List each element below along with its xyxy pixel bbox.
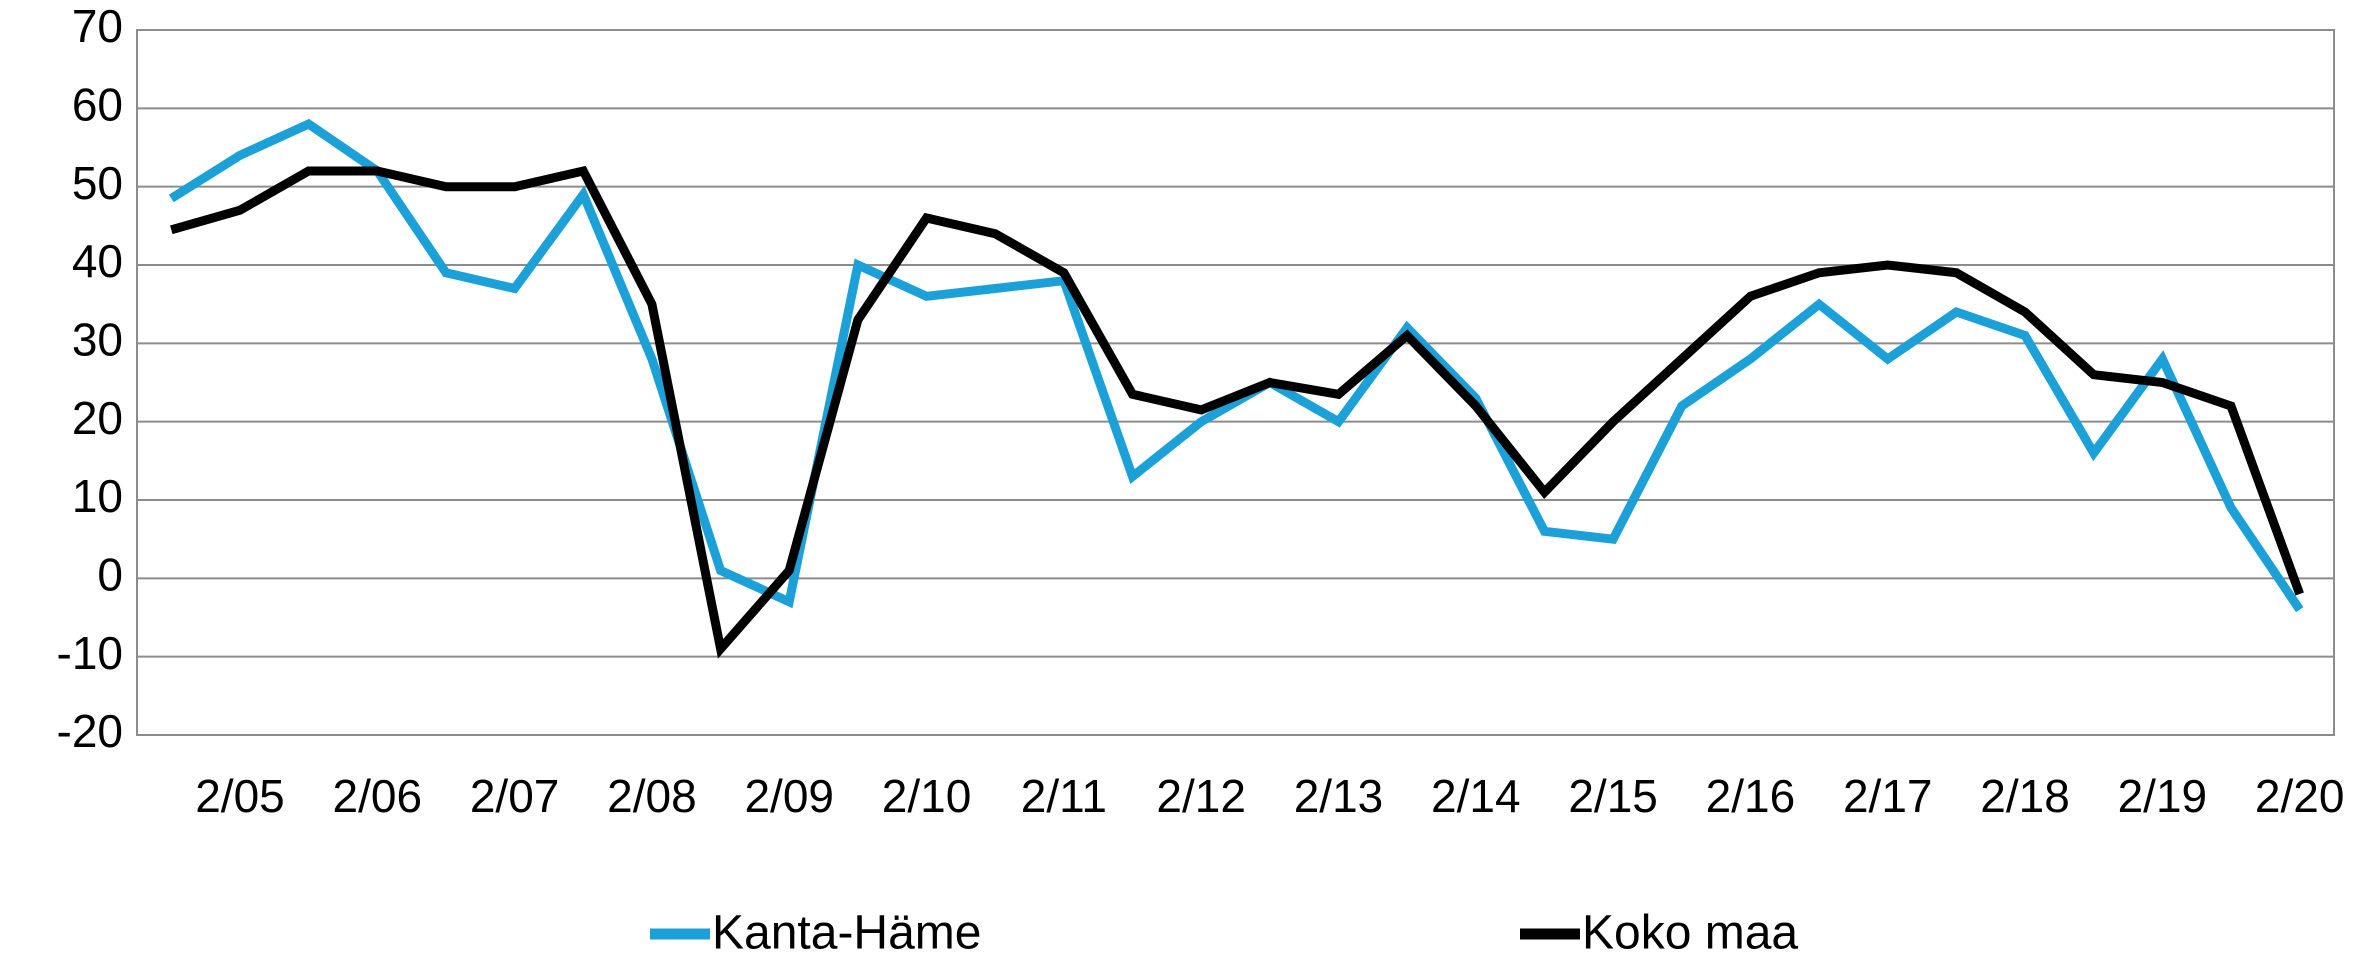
x-tick-label: 2/15 — [1568, 770, 1658, 822]
legend: Kanta-Häme Koko maa — [650, 907, 1798, 953]
x-tick-label: 2/19 — [2118, 770, 2208, 822]
x-tick-label: 2/08 — [607, 770, 697, 822]
legend-label: Kanta-Häme — [712, 907, 981, 953]
y-tick-label: 20 — [72, 392, 123, 444]
x-tick-label: 2/17 — [1843, 770, 1933, 822]
y-tick-label: 10 — [72, 470, 123, 522]
y-tick-label: 40 — [72, 235, 123, 287]
x-tick-label: 2/10 — [882, 770, 972, 822]
y-tick-label: -10 — [57, 627, 123, 679]
x-tick-label: 2/12 — [1156, 770, 1246, 822]
series-line — [170, 165, 2304, 659]
x-tick-label: 2/11 — [1021, 770, 1107, 822]
x-tick-label: 2/07 — [470, 770, 560, 822]
plot-border — [136, 29, 2335, 736]
y-tick-label: 30 — [72, 313, 123, 365]
y-tick-label: 70 — [72, 0, 123, 52]
x-tick-label: 2/20 — [2255, 770, 2345, 822]
x-tick-label: 2/18 — [1980, 770, 2070, 822]
legend-label: Koko maa — [1582, 907, 1798, 953]
y-tick-label: 0 — [97, 548, 123, 600]
x-tick-label: 2/14 — [1431, 770, 1521, 822]
x-tick-label: 2/06 — [333, 770, 423, 822]
y-tick-label: -20 — [57, 705, 123, 757]
y-tick-label: 50 — [72, 157, 123, 209]
series-line — [168, 118, 2304, 613]
x-tick-label: 2/05 — [195, 770, 285, 822]
x-tick-label: 2/09 — [744, 770, 834, 822]
y-tick-label: 60 — [72, 78, 123, 130]
x-tick-label: 2/13 — [1294, 770, 1384, 822]
x-tick-label: 2/16 — [1706, 770, 1796, 822]
